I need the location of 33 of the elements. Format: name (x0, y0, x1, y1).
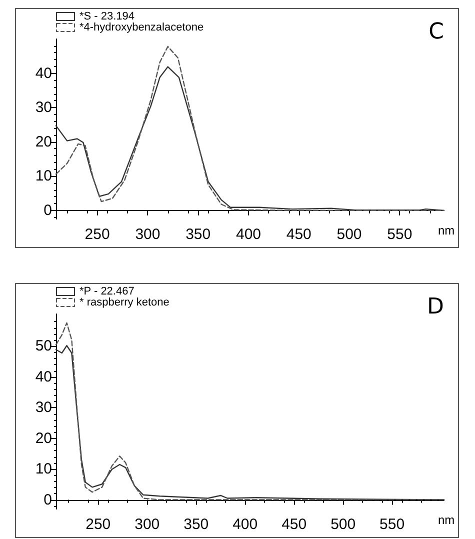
x-tick-label: 400 (236, 226, 262, 243)
x-tick-label: 250 (84, 226, 110, 243)
x-tick-label: 350 (184, 516, 209, 533)
y-tick-label: 40 (35, 368, 52, 386)
y-tick-label: 20 (35, 430, 52, 447)
x-tick-label: 350 (186, 226, 211, 243)
y-tick-label: 50 (35, 338, 52, 355)
legend-label: *P - 22.467 (80, 286, 134, 298)
legend-label: * raspberry ketone (80, 296, 170, 308)
annotation: C (428, 20, 444, 44)
x-tick-label: 450 (286, 226, 312, 243)
legend-label: *4-hydroxybenzalacetone (80, 22, 204, 34)
x-tick-label: 500 (336, 226, 362, 243)
y-tick-label: 10 (35, 168, 52, 185)
x-tick-label: 300 (135, 226, 160, 243)
x-tick-label: 250 (86, 516, 111, 533)
annotation: D (427, 294, 444, 320)
y-tick-label: 20 (35, 133, 52, 150)
legend-label: *S - 23.194 (80, 10, 135, 22)
y-tick-label: 0 (44, 491, 52, 508)
y-tick-label: 40 (35, 64, 52, 82)
y-tick-label: 0 (44, 202, 52, 219)
y-tick-label: 30 (35, 399, 52, 416)
x-tick-label: 550 (380, 516, 405, 533)
y-tick-label: 30 (35, 99, 52, 116)
x-axis-title: nm (438, 512, 455, 527)
x-tick-label: 550 (387, 226, 412, 243)
x-tick-label: 400 (232, 516, 258, 533)
y-tick-label: 10 (35, 460, 52, 478)
x-tick-label: 450 (282, 516, 307, 533)
x-tick-label: 300 (134, 516, 160, 533)
x-tick-label: 500 (330, 516, 356, 533)
x-axis-title: nm (438, 223, 455, 238)
